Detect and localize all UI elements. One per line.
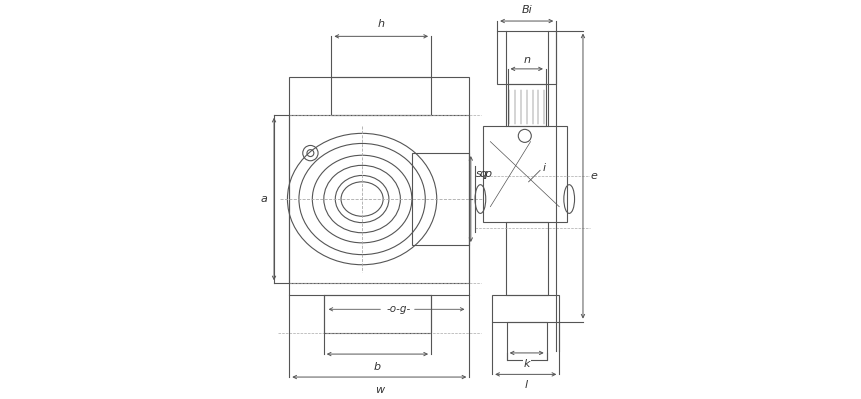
Text: a: a — [261, 194, 268, 204]
Bar — [497, 31, 555, 84]
Bar — [324, 295, 430, 333]
Bar — [506, 322, 546, 360]
Bar — [507, 84, 545, 126]
Text: l: l — [523, 380, 527, 390]
Text: p: p — [484, 169, 491, 179]
Bar — [289, 77, 468, 295]
Text: Bi: Bi — [521, 4, 531, 14]
Bar — [412, 153, 468, 245]
Text: q: q — [479, 169, 486, 179]
Bar — [505, 222, 547, 295]
Text: i: i — [542, 164, 545, 174]
Text: e: e — [590, 171, 597, 181]
Text: n: n — [523, 55, 530, 65]
Text: s: s — [475, 169, 480, 179]
Text: k: k — [523, 359, 530, 369]
Bar — [289, 115, 468, 283]
Text: -o-g-: -o-g- — [386, 304, 410, 314]
Text: b: b — [374, 362, 381, 372]
Bar — [482, 126, 567, 222]
Text: h: h — [377, 19, 384, 29]
Bar — [331, 77, 430, 115]
Text: w: w — [375, 385, 383, 395]
Bar — [492, 295, 559, 322]
